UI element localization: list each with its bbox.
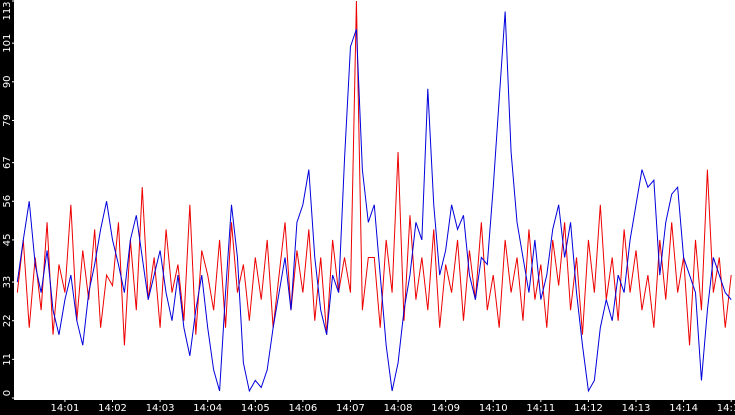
data-line (16, 0, 732, 346)
y-tick-label: 79 (2, 114, 13, 127)
y-tick-label: 90 (2, 75, 13, 88)
x-tick-label: 14:13 (622, 403, 651, 414)
x-tick-label: 14:05 (241, 403, 270, 414)
x-tick-label: 14:10 (479, 403, 508, 414)
x-tick-label: 14:04 (193, 403, 222, 414)
y-tick-label: 33 (2, 276, 13, 289)
y-tick-label: 67 (2, 156, 13, 169)
x-tick-label: 14:01 (51, 403, 80, 414)
y-axis-band (0, 0, 14, 415)
y-tick-label: 11 (2, 353, 13, 366)
x-tick-label: 14:07 (336, 403, 365, 414)
x-tick-label: 14:02 (98, 403, 127, 414)
x-tick-label: 14:15 (717, 403, 735, 414)
x-tick-label: 14:06 (288, 403, 317, 414)
y-tick-label: 56 (2, 195, 13, 208)
x-tick-label: 14:14 (669, 403, 698, 414)
x-tick-label: 14:12 (574, 403, 603, 414)
y-tick-label: 45 (2, 234, 13, 247)
x-axis-band (0, 400, 735, 415)
y-tick-label: 101 (2, 34, 13, 53)
y-tick-label: 0 (2, 390, 13, 396)
x-tick-label: 14:08 (384, 403, 413, 414)
y-tick-label: 22 (2, 314, 13, 327)
y-tick-label: 113 (2, 1, 13, 20)
x-tick-label: 14:03 (146, 403, 175, 414)
x-tick-label: 14:09 (431, 403, 460, 414)
data-line (16, 11, 732, 393)
x-tick-label: 14:11 (526, 403, 555, 414)
